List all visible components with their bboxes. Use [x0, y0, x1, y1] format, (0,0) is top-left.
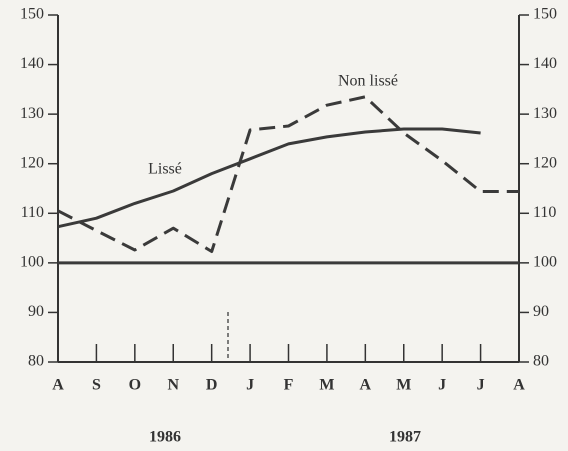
x-tick-label: M [396, 377, 411, 394]
y2-tick-label: 120 [533, 154, 557, 171]
y2-tick-label: 140 [533, 55, 557, 72]
y-tick-label: 110 [21, 204, 44, 221]
x-tick-label: O [129, 377, 141, 394]
year-label: 1986 [149, 429, 181, 446]
y-tick-label: 100 [20, 254, 44, 271]
x-tick-label: M [319, 377, 334, 394]
x-tick-label: A [360, 377, 372, 394]
y2-tick-label: 150 [533, 6, 557, 23]
y2-tick-label: 80 [533, 353, 549, 370]
y-tick-label: 130 [20, 105, 44, 122]
y-tick-label: 120 [20, 154, 44, 171]
y2-tick-label: 110 [533, 204, 556, 221]
x-tick-label: D [206, 377, 218, 394]
y2-tick-label: 90 [533, 303, 549, 320]
y2-tick-label: 130 [533, 105, 557, 122]
series-line [57, 95, 519, 253]
year-label: 1987 [389, 429, 421, 446]
y-tick-label: 150 [20, 6, 44, 23]
x-tick-label: F [284, 377, 294, 394]
y-tick-label: 80 [28, 353, 44, 370]
y2-tick-label: 100 [533, 254, 557, 271]
x-tick-label: J [477, 377, 485, 394]
x-tick-label: A [52, 377, 64, 394]
x-tick-label: N [167, 377, 179, 394]
x-tick-label: S [92, 377, 101, 394]
x-tick-label: J [246, 377, 254, 394]
y-tick-label: 140 [20, 55, 44, 72]
x-tick-label: J [438, 377, 446, 394]
series-line [57, 127, 481, 229]
series-label: Lissé [148, 161, 182, 178]
x-tick-label: A [513, 377, 525, 394]
series-label: Non lissé [338, 73, 398, 90]
y-tick-label: 90 [28, 303, 44, 320]
